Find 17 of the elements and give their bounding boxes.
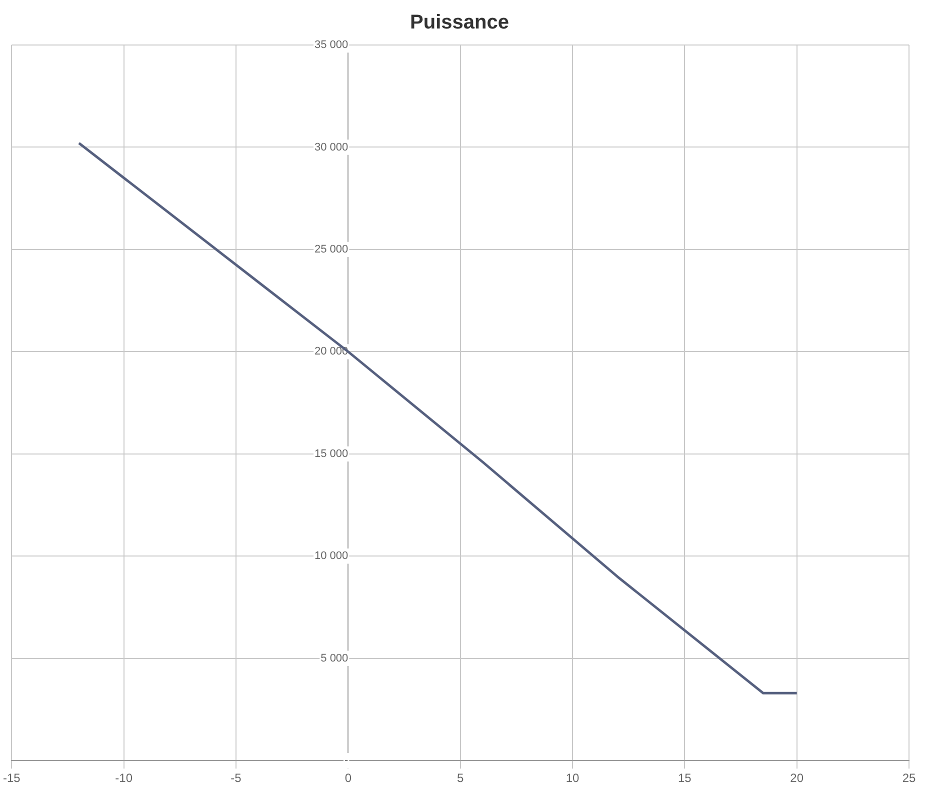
x-tick-label: 0 <box>344 771 352 786</box>
y-tick-label: 15 000 <box>314 448 348 460</box>
x-tick-label: 20 <box>790 771 804 786</box>
y-tick-label: 25 000 <box>314 243 348 256</box>
y-tick-label: - <box>344 754 348 767</box>
y-tick-label: 5 000 <box>320 652 348 664</box>
x-tick-label: 10 <box>566 771 580 786</box>
x-tick-label: 15 <box>678 771 692 786</box>
y-tick-label: 35 000 <box>314 39 348 52</box>
x-tick-label: -5 <box>230 771 242 786</box>
x-tick-label: -10 <box>115 771 133 786</box>
chart-title: Puissance <box>410 12 509 34</box>
y-tick-label: 30 000 <box>314 141 348 154</box>
x-tick-label: 25 <box>902 771 916 786</box>
x-tick-label: -15 <box>3 771 21 786</box>
y-tick-label: 10 000 <box>314 550 348 562</box>
x-tick-label: 5 <box>456 771 464 786</box>
